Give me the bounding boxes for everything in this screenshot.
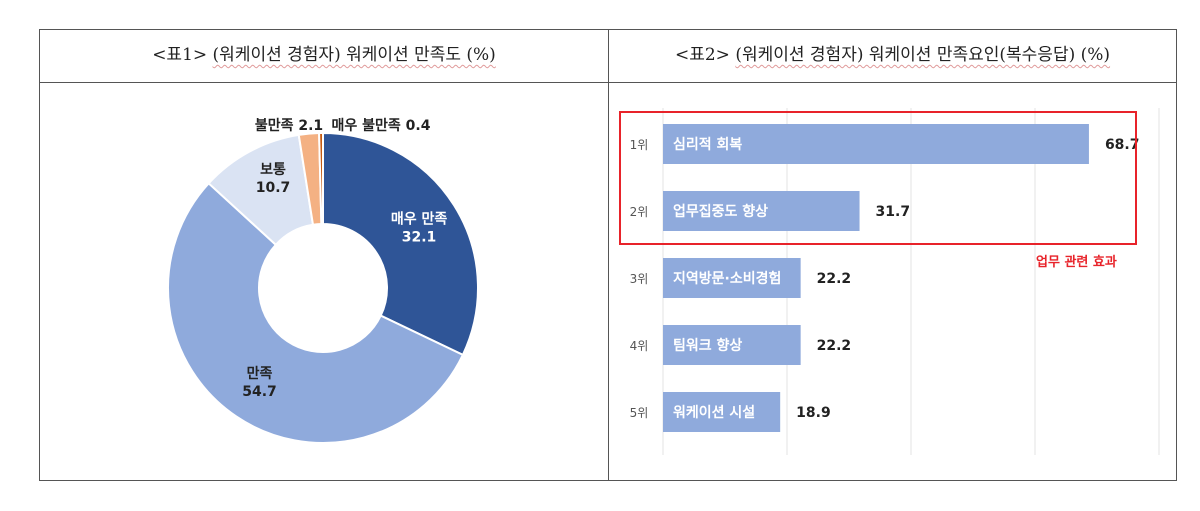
donut-label-1: 매우 만족 [391,211,448,227]
bar-value-5: 18.9 [796,405,831,421]
bar-rank-1: 1위 [630,138,649,152]
work-effect-highlight-box [619,111,1137,245]
satisfaction-donut-chart: 매우 만족 32.1 만족 54.7 보통 10.7 불만족 2.1 매우 불만족 0.4 [167,118,479,444]
bar-1 [663,124,1089,164]
bar-rank-5: 5위 [630,406,649,420]
donut-label-3: 보통 [260,162,286,178]
bar-rank-3: 3위 [630,272,649,286]
donut-label-4: 불만족 2.1 [255,118,323,134]
bar-value-1: 68.7 [1105,137,1140,153]
column-divider [608,29,609,481]
bar-label-5: 워케이션 시설 [673,404,755,421]
panel-1-title: <표1> (워케이션 경험자) 워케이션 만족도 (%) [40,29,608,82]
bar-rank-4: 4위 [630,339,649,353]
bar-label-4: 팀워크 향상 [673,337,742,354]
bar-value-4: 22.2 [817,338,852,354]
work-effect-highlight-label: 업무 관련 효과 [1036,255,1117,270]
bar-label-3: 지역방문·소비경험 [673,270,781,287]
donut-value-3: 10.7 [256,180,291,196]
bar-label-1: 심리적 회복 [673,136,742,153]
bar-value-3: 22.2 [817,271,852,287]
donut-slice-5 [318,131,324,226]
satisfaction-factors-bar-chart: 1위 심리적 회복 68.7 2위 업무집중도 향상 31.7 3위 지역방문·소비경험 22.… [630,108,1160,455]
donut-slice-1 [322,131,479,357]
panel-1-title-prefix: <표1> [152,45,208,65]
panel-1-title-main: (워케이션 경험자) 워케이션 만족도 (%) [212,45,496,65]
donut-label-5: 매우 불만족 0.4 [332,118,431,134]
bar-5 [663,392,781,432]
donut-slice-2 [167,181,465,444]
bar-rank-2: 2위 [630,205,649,219]
bar-4 [663,325,801,365]
panel-2-title-prefix: <표2> [674,45,730,65]
bar-value-2: 31.7 [876,204,911,220]
header-divider [39,82,1177,83]
bar-2 [663,191,860,231]
donut-value-1: 32.1 [402,229,437,245]
panel-2-title: <표2> (워케이션 경험자) 워케이션 만족요인(복수응답) (%) [609,29,1176,82]
panel-2-title-main: (워케이션 경험자) 워케이션 만족요인(복수응답) (%) [735,45,1111,65]
donut-value-2: 54.7 [242,384,277,400]
bar-label-2: 업무집중도 향상 [673,203,768,220]
bar-3 [663,258,801,298]
donut-label-2: 만족 [247,366,273,382]
